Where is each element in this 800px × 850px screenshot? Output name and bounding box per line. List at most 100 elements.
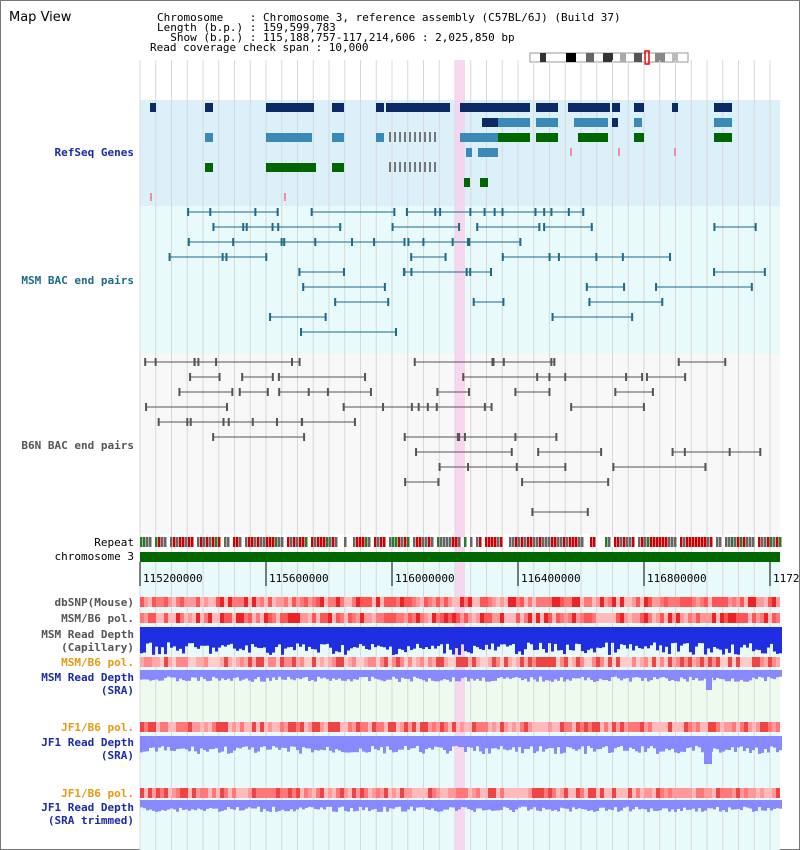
- heat-cell: [424, 657, 428, 667]
- heat-cell: [288, 788, 292, 798]
- heat-cell: [568, 597, 572, 607]
- bac-end: [410, 268, 413, 276]
- bac-end: [403, 268, 406, 276]
- heat-cell: [360, 597, 364, 607]
- heat-cell: [772, 657, 776, 667]
- depth-bar: [779, 627, 782, 654]
- heat-cell: [732, 613, 736, 623]
- heat-cell: [644, 722, 648, 732]
- depth-bar: [515, 670, 518, 677]
- depth-bar: [269, 800, 272, 812]
- heat-cell: [332, 657, 336, 667]
- heat-cell: [460, 597, 464, 607]
- heat-cell: [344, 722, 348, 732]
- depth-bar: [203, 800, 206, 812]
- msm-depth-sra-label-2: (SRA): [100, 684, 134, 697]
- heat-cell: [488, 722, 492, 732]
- depth-bar: [470, 670, 473, 679]
- heat-cell: [220, 613, 224, 623]
- depth-bar: [248, 736, 251, 750]
- depth-bar: [641, 627, 644, 649]
- depth-bar: [239, 627, 242, 649]
- heat-cell: [256, 788, 260, 798]
- show-range-info: Show (b.p.) : 115,188,757-117,214,606 : …: [157, 31, 515, 44]
- heat-cell: [492, 722, 496, 732]
- heat-cell: [340, 722, 344, 732]
- depth-bar: [557, 800, 560, 812]
- heat-cell: [252, 788, 256, 798]
- heat-cell: [688, 597, 692, 607]
- heat-cell: [408, 788, 412, 798]
- heat-cell: [716, 722, 720, 732]
- heat-cell: [720, 788, 724, 798]
- heat-cell: [720, 657, 724, 667]
- heat-cell: [628, 613, 632, 623]
- depth-bar: [374, 627, 377, 648]
- gene-marker: [570, 148, 572, 156]
- selection-highlight[interactable]: [455, 60, 465, 850]
- depth-bar: [392, 627, 395, 655]
- bac-end: [303, 433, 306, 441]
- gene-feature: [386, 103, 450, 112]
- depth-bar: [653, 736, 656, 749]
- heat-cell: [160, 722, 164, 732]
- chromosome-bar[interactable]: [140, 552, 780, 562]
- depth-bar: [422, 800, 425, 808]
- gene-feature: [266, 163, 316, 172]
- chromosome-info: Chromosome : Chromosome 3, reference ass…: [157, 11, 621, 24]
- depth-bar: [692, 736, 695, 751]
- heat-cell: [368, 788, 372, 798]
- heat-cell: [680, 613, 684, 623]
- depth-bar: [647, 800, 650, 812]
- depth-bar: [497, 670, 500, 679]
- b6n-bac-track[interactable]: [144, 358, 762, 516]
- depth-bar: [740, 736, 743, 747]
- heat-cell: [592, 597, 596, 607]
- repeat-element: [200, 537, 203, 547]
- repeat-element: [221, 537, 224, 547]
- msm-bac-track[interactable]: [168, 208, 766, 336]
- depth-bar: [464, 670, 467, 678]
- depth-bar: [479, 736, 482, 752]
- depth-bar: [227, 736, 230, 754]
- repeat-element: [257, 537, 260, 547]
- heat-cell: [756, 657, 760, 667]
- depth-bar: [467, 800, 470, 809]
- heat-cell: [392, 613, 396, 623]
- refseq-genes-track[interactable]: [150, 103, 732, 201]
- repeat-track[interactable]: [140, 537, 782, 547]
- depth-bar: [278, 670, 281, 677]
- heat-cell: [684, 657, 688, 667]
- gene-feature: [205, 133, 213, 142]
- depth-bar: [593, 627, 596, 653]
- heat-cell: [392, 788, 396, 798]
- depth-bar: [689, 800, 692, 810]
- repeat-element: [389, 537, 392, 547]
- depth-bar: [506, 627, 509, 647]
- depth-bar: [410, 627, 413, 650]
- depth-bar: [347, 800, 350, 812]
- heat-cell: [384, 597, 388, 607]
- depth-bar: [296, 736, 299, 750]
- gene-marker: [150, 193, 152, 201]
- repeat-element: [272, 537, 275, 547]
- depth-bar: [491, 670, 494, 681]
- heat-cell: [236, 597, 240, 607]
- heat-cell: [192, 722, 196, 732]
- chromosome-ideogram[interactable]: [529, 50, 689, 65]
- depth-bar: [338, 670, 341, 679]
- depth-bar: [218, 736, 221, 753]
- depth-bar: [296, 627, 299, 644]
- depth-bar: [476, 736, 479, 747]
- heat-cell: [536, 613, 540, 623]
- heat-cell: [376, 657, 380, 667]
- depth-bar: [353, 736, 356, 753]
- depth-bar: [689, 670, 692, 677]
- heat-cell: [320, 613, 324, 623]
- heat-cell: [276, 657, 280, 667]
- heat-cell: [544, 597, 548, 607]
- depth-bar: [569, 670, 572, 681]
- bac-end: [582, 208, 585, 216]
- variation-tracks[interactable]: [140, 597, 782, 812]
